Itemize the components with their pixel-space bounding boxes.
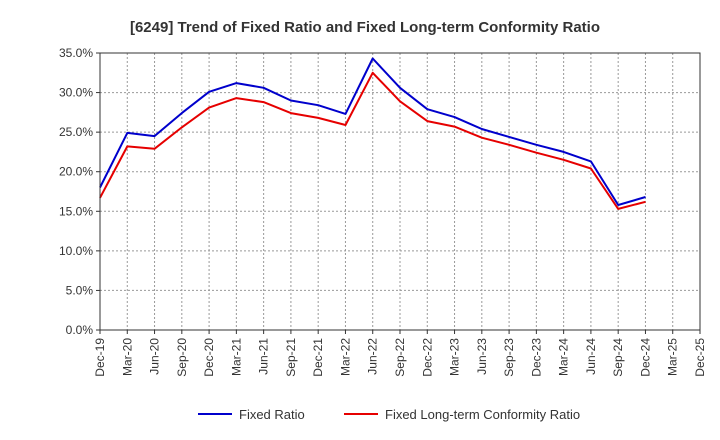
x-tick-label: Dec-23	[529, 338, 543, 377]
x-tick-label: Mar-20	[120, 338, 134, 376]
x-tick-label: Sep-23	[502, 338, 516, 377]
y-tick-label: 10.0%	[59, 244, 93, 258]
y-tick-label: 25.0%	[59, 125, 93, 139]
x-tick-label: Dec-21	[311, 338, 325, 377]
x-tick-label: Jun-22	[366, 338, 380, 375]
grid-lines	[100, 53, 700, 330]
y-tick-label: 20.0%	[59, 165, 93, 179]
y-tick-label: 5.0%	[66, 283, 94, 297]
x-tick-label: Dec-24	[638, 338, 652, 377]
x-tick-label: Sep-22	[393, 338, 407, 377]
x-axis-ticks: Dec-19 Mar-20 Jun-20 Sep-20 Dec-20 Mar-21 Jun-…	[93, 330, 707, 377]
x-tick-label: Dec-25	[693, 338, 707, 377]
chart-title: [6249] Trend of Fixed Ratio and Fixed Lo…	[130, 19, 600, 36]
y-tick-label: 15.0%	[59, 204, 93, 218]
y-tick-label: 35.0%	[59, 46, 93, 60]
y-tick-label: 0.0%	[66, 323, 94, 337]
y-axis-ticks: 0.0% 5.0% 10.0% 15.0% 20.0% 25.0% 30.0% 35.0%	[59, 46, 100, 337]
x-tick-label: Sep-24	[611, 338, 625, 377]
plot-frame	[99, 52, 701, 331]
x-tick-label: Mar-21	[229, 338, 243, 376]
x-tick-label: Mar-23	[448, 338, 462, 376]
y-tick-label: 30.0%	[59, 86, 93, 100]
x-tick-label: Dec-22	[420, 338, 434, 377]
legend-label-1: Fixed Ratio	[239, 407, 305, 422]
series-line-2	[99, 71, 646, 210]
x-tick-label: Sep-20	[175, 338, 189, 377]
x-tick-label: Mar-24	[557, 338, 571, 376]
x-tick-label: Jun-20	[148, 338, 162, 375]
x-tick-label: Jun-24	[584, 338, 598, 375]
series-lines	[99, 57, 646, 210]
x-tick-label: Sep-21	[284, 338, 298, 377]
legend-label-2: Fixed Long-term Conformity Ratio	[385, 407, 580, 422]
x-tick-label: Jun-23	[475, 338, 489, 375]
x-tick-label: Mar-22	[338, 338, 352, 376]
x-tick-label: Jun-21	[257, 338, 271, 375]
x-tick-label: Mar-25	[666, 338, 680, 376]
x-tick-label: Dec-20	[202, 338, 216, 377]
x-tick-label: Dec-19	[93, 338, 107, 377]
series-line-1	[99, 57, 646, 206]
legend: Fixed Ratio Fixed Long-term Conformity Ra…	[198, 407, 580, 422]
